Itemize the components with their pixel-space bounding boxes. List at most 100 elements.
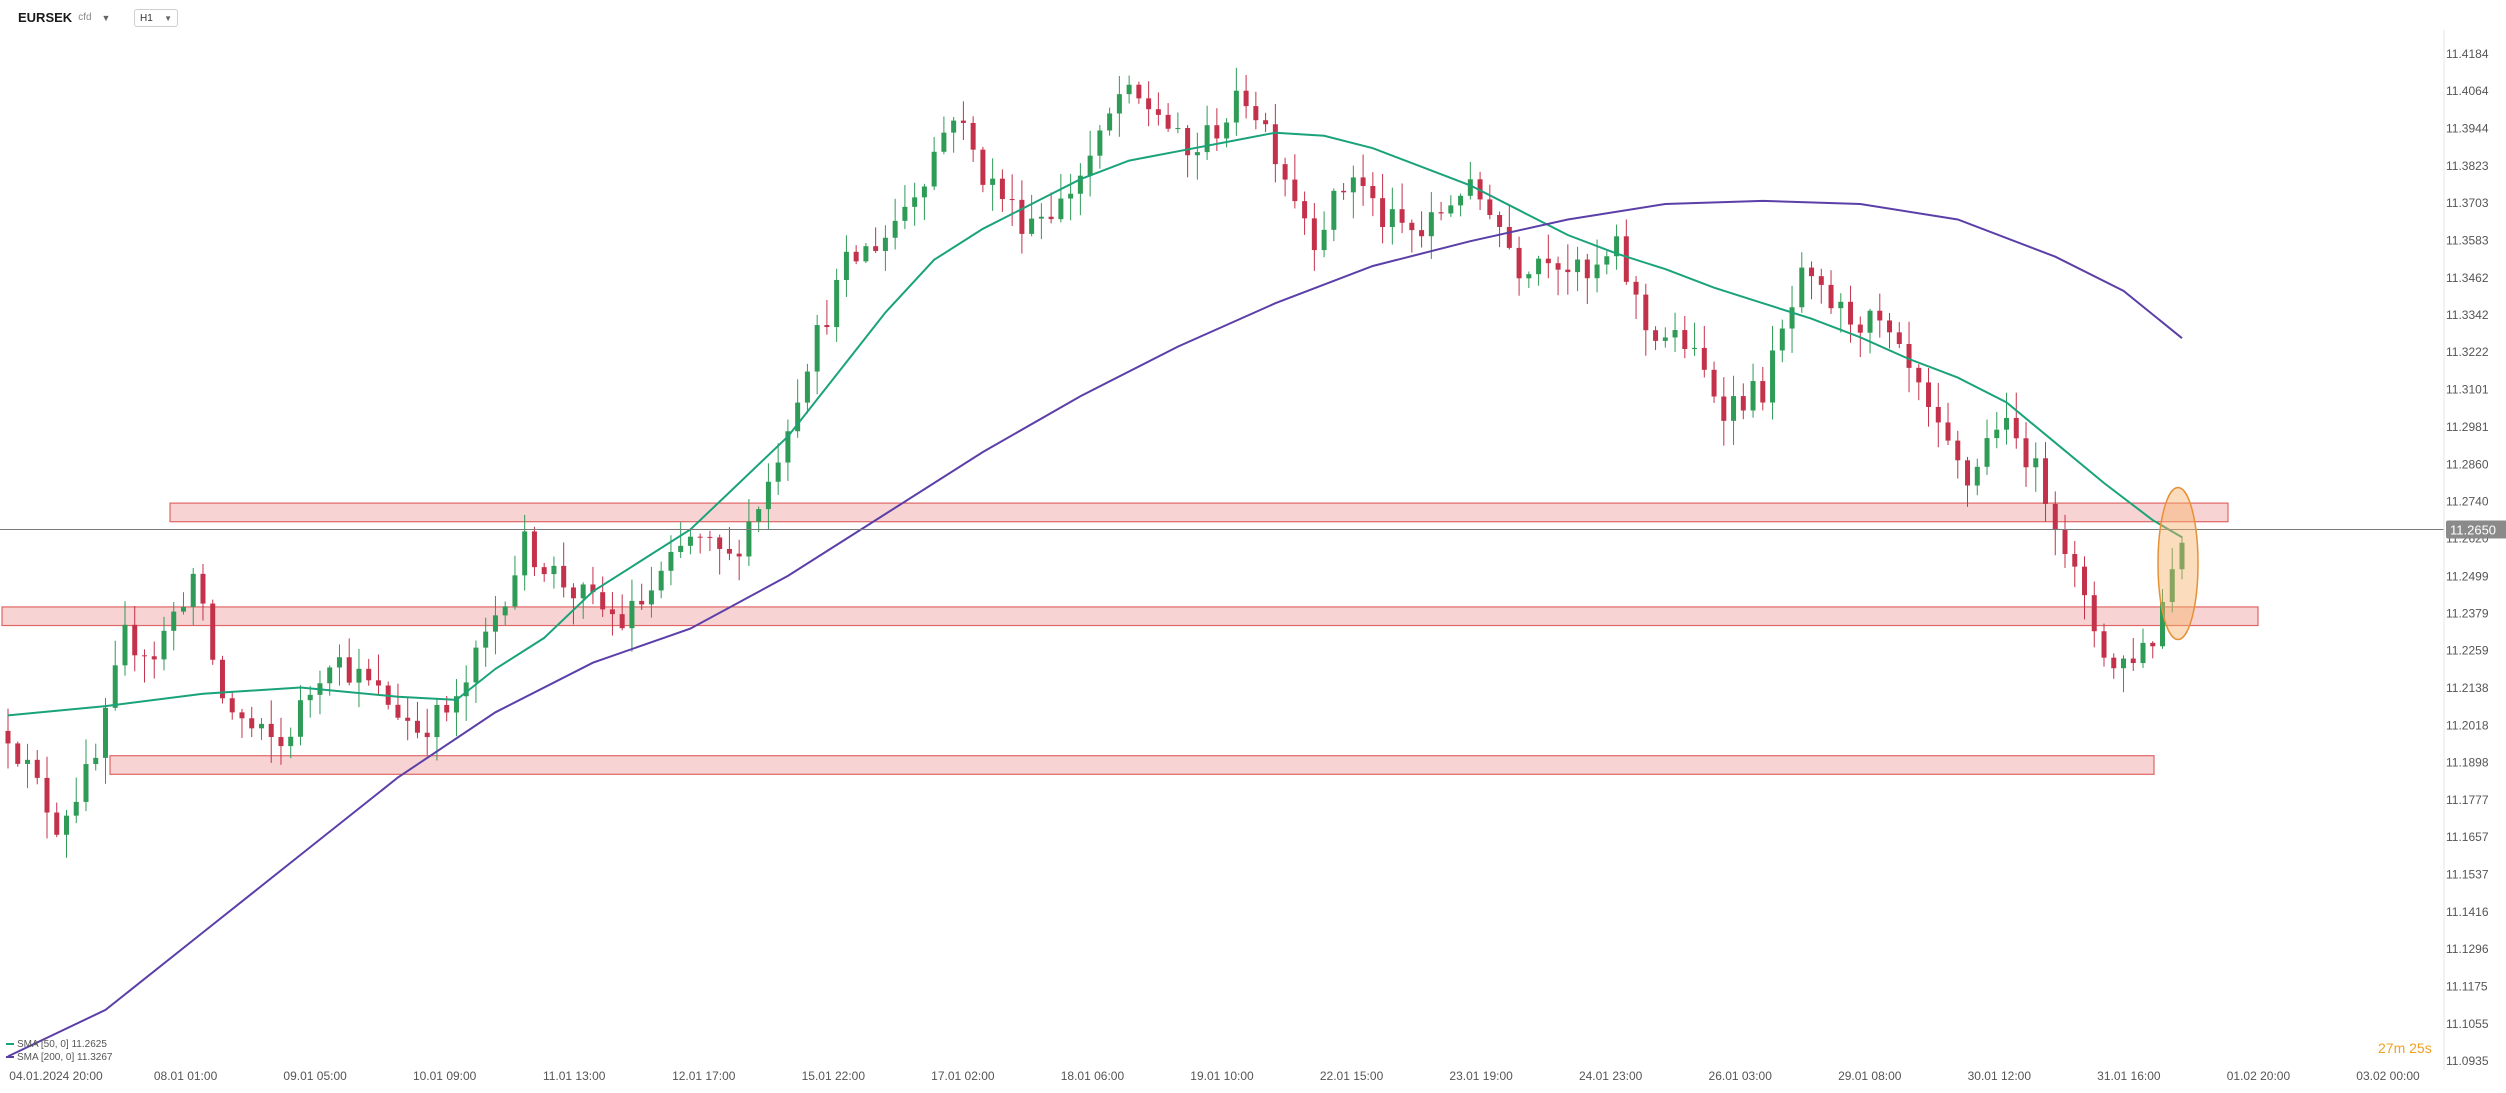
candle-body <box>1887 320 1893 333</box>
candle-body <box>151 656 157 660</box>
candle-body <box>1146 98 1152 110</box>
candle-body <box>990 178 996 185</box>
candle-body <box>1253 106 1259 121</box>
price-tick-label: 11.2740 <box>2446 495 2489 509</box>
candle-body <box>1506 226 1512 248</box>
candle-body <box>912 197 918 207</box>
line-swatch-icon <box>6 1056 14 1059</box>
candle-body <box>1867 310 1873 333</box>
candle-body <box>629 600 635 629</box>
candle-body <box>278 737 284 747</box>
sma-line <box>7 199 2183 1058</box>
time-tick-label: 01.02 20:00 <box>2227 1069 2291 1083</box>
candle-body <box>210 603 216 660</box>
candle-body <box>580 584 586 599</box>
candle-body <box>1136 84 1142 99</box>
time-tick-label: 17.01 02:00 <box>931 1069 995 1083</box>
candle-body <box>1214 125 1220 139</box>
candle-body <box>570 587 576 599</box>
price-tick-label: 11.1175 <box>2446 980 2488 994</box>
candle-body <box>853 251 859 262</box>
candle-body <box>414 720 420 733</box>
candle-body <box>980 149 986 185</box>
candle-body <box>1331 190 1337 230</box>
candle-body <box>1750 381 1756 411</box>
candle-body <box>1389 209 1395 228</box>
candle-body <box>1068 193 1074 199</box>
candle-body <box>648 590 654 605</box>
candle-body <box>531 531 537 568</box>
candle-body <box>1516 247 1522 279</box>
legend-label: SMA [200, 0] 11.3267 <box>17 1052 113 1063</box>
candle-body <box>1233 90 1239 123</box>
price-tick-label: 11.2499 <box>2446 569 2489 583</box>
candle-body <box>921 186 927 198</box>
candle-body <box>717 537 723 549</box>
candle-body <box>24 759 30 764</box>
time-tick-label: 11.01 13:00 <box>543 1069 606 1083</box>
candle-body <box>1594 264 1600 279</box>
candle-body <box>132 624 138 656</box>
candle-body <box>970 122 976 150</box>
candle-body <box>83 764 89 802</box>
current-price-tag: 11.2650 <box>2446 520 2506 539</box>
candle-body <box>609 609 615 615</box>
time-tick-label: 24.01 23:00 <box>1579 1069 1643 1083</box>
candle-body <box>1058 198 1064 220</box>
price-tick-label: 11.4184 <box>2446 47 2489 61</box>
candle-body <box>258 723 264 729</box>
caret-down-icon[interactable]: ▼ <box>101 12 111 23</box>
candle-body <box>2111 657 2117 669</box>
price-tick-label: 11.1898 <box>2446 756 2489 770</box>
price-tick-label: 11.3823 <box>2446 159 2489 173</box>
candle-body <box>102 707 108 758</box>
candle-body <box>1916 367 1922 383</box>
candle-body <box>687 536 693 546</box>
candle-body <box>34 759 40 778</box>
price-tick-label: 11.2379 <box>2446 606 2489 620</box>
candle-body <box>307 694 313 701</box>
time-tick-label: 18.01 06:00 <box>1061 1069 1125 1083</box>
candle-body <box>1350 177 1356 193</box>
legend-item-sma50[interactable]: SMA [50, 0] 11.2625 <box>6 1038 112 1051</box>
price-axis[interactable]: 11.4184 11.4064 11.3944 11.3823 11.3703 11.35… <box>2446 47 2489 1068</box>
candle-body <box>1292 179 1298 202</box>
candle-body <box>1896 332 1902 344</box>
price-tick-label: 11.3222 <box>2446 345 2489 359</box>
candle-body <box>1555 263 1561 270</box>
time-tick-label: 30.01 12:00 <box>1968 1069 2032 1083</box>
candle-body <box>93 757 99 765</box>
symbol-selector[interactable]: EURSEK cfd ▼ <box>18 10 110 25</box>
candle-body <box>814 325 820 372</box>
candle-body <box>1779 328 1785 351</box>
time-tick-label: 10.01 09:00 <box>413 1069 477 1083</box>
candle-body <box>73 801 79 816</box>
time-axis[interactable]: 04.01.2024 20:00 08.01 01:00 09.01 05:00 10… <box>9 1069 2420 1083</box>
time-tick-label: 29.01 08:00 <box>1838 1069 1902 1083</box>
price-tick-label: 11.0935 <box>2446 1054 2489 1068</box>
candle-body <box>229 698 235 713</box>
candle-body <box>619 614 625 629</box>
timeframe-select[interactable]: H1 ▼ <box>134 9 178 27</box>
candle-body <box>1935 406 1941 423</box>
price-tick-label: 11.1537 <box>2446 867 2489 881</box>
candle-body <box>1438 212 1444 214</box>
candle-body <box>1126 84 1132 95</box>
candle-body <box>873 246 879 251</box>
current-price-label: 11.2650 <box>2450 522 2496 537</box>
price-tick-label: 11.3583 <box>2446 233 2489 247</box>
candle-body <box>1428 212 1434 237</box>
candle-body <box>502 606 508 616</box>
symbol-name: EURSEK <box>18 10 73 25</box>
legend-item-sma200[interactable]: SMA [200, 0] 11.3267 <box>6 1051 112 1064</box>
candle-body <box>1662 337 1668 341</box>
candle-body <box>1019 199 1025 234</box>
candle-body <box>1536 258 1542 275</box>
candle-body <box>2140 642 2146 664</box>
candle-body <box>1419 230 1425 237</box>
candle-body <box>1760 381 1766 403</box>
candle-body <box>473 647 479 683</box>
candle-body <box>2130 658 2136 664</box>
candle-body <box>795 402 801 432</box>
